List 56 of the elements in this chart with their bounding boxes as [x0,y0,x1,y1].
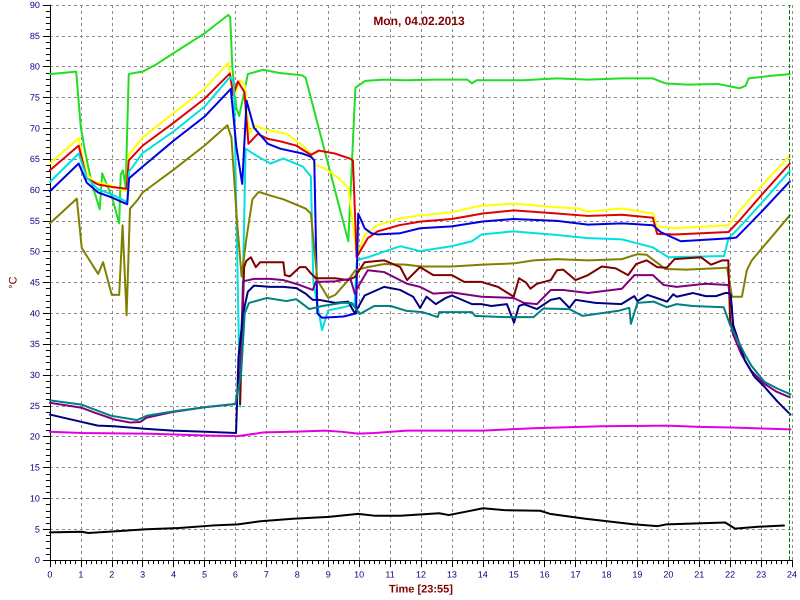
y-axis-title: °C [8,276,20,289]
y-tick-label: 45 [30,278,40,288]
x-tick-label: 9 [326,570,331,580]
x-tick-label: 21 [694,570,704,580]
x-tick-label: 22 [725,570,736,580]
x-axis-title: Time [23:55] [388,584,454,596]
x-tick-label: 13 [446,570,457,580]
x-tick-label: 12 [416,570,426,580]
x-tick-label: 19 [632,570,642,580]
text: Mon, 04.02.2013 [373,14,466,28]
y-tick-label: 65 [30,154,40,164]
y-tick-label: 85 [30,30,40,41]
line-series [48,296,792,422]
y-tick-label: 40 [30,308,40,318]
x-tick-label: 6 [232,570,238,580]
x-tick-label: 18 [601,570,612,580]
x-tick-label: 14 [478,570,488,580]
y-tick-label: 55 [30,216,40,226]
x-tick-label: 23 [756,570,766,580]
x-tick-label: 7 [264,570,269,580]
x-tick-label: 5 [202,570,208,580]
line-series [48,14,791,242]
line-series [48,76,791,408]
x-tick-label: 24 [786,570,797,580]
y-tick-label: 10 [30,493,40,504]
x-tick-label: 8 [294,570,300,580]
y-tick-label: 70 [30,123,40,134]
line-series [48,424,792,438]
y-tick-label: 75 [30,92,40,103]
y-tick-label: 15 [30,462,40,473]
y-tick-label: 50 [30,246,40,257]
x-tick-label: 16 [540,570,550,580]
line-series [48,269,791,424]
x-tick-label: 2 [109,570,114,580]
line-series [48,88,791,319]
x-tick-label: 20 [663,570,674,580]
y-tick-label: 35 [30,339,40,350]
y-tick-label: 60 [30,185,40,196]
y-tick-label: 20 [30,432,40,442]
x-tick-label: 17 [570,570,581,580]
line-series [48,284,792,434]
line-series [48,124,791,316]
x-tick-label: 1 [78,570,84,580]
x-tick-label: 11 [385,570,395,580]
y-tick-label: 90 [30,0,40,10]
x-tick-label: 0 [47,570,52,580]
y-tick-label: 80 [30,62,40,72]
line-series [239,256,734,406]
y-tick-label: 25 [30,400,40,411]
x-tick-label: 4 [171,570,176,580]
x-tick-label: 3 [140,570,146,580]
x-tick-label: 10 [354,570,364,580]
y-tick-label: 0 [34,555,40,566]
x-tick-label: 15 [508,570,519,580]
y-tick-label: 30 [30,370,40,380]
y-tick-label: 5 [34,524,40,534]
